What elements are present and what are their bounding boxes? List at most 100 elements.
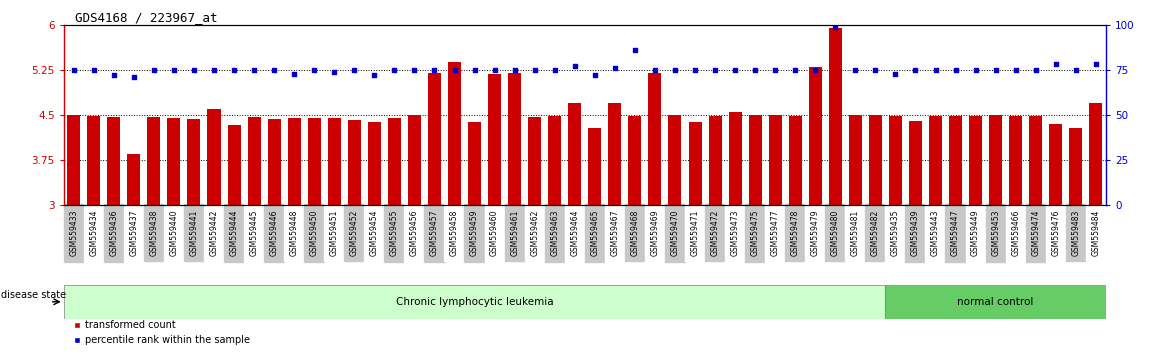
- Bar: [886, 285, 1106, 319]
- Bar: [849, 115, 862, 205]
- Legend: transformed count, percentile rank within the sample: transformed count, percentile rank withi…: [68, 316, 254, 349]
- Bar: [188, 119, 200, 205]
- Point: [545, 67, 564, 73]
- Bar: [668, 115, 682, 205]
- Point: [646, 67, 665, 73]
- Point: [907, 67, 925, 73]
- Bar: [689, 122, 702, 205]
- Bar: [267, 119, 280, 205]
- Point: [466, 67, 484, 73]
- Bar: [748, 115, 762, 205]
- Text: normal control: normal control: [958, 297, 1034, 307]
- Bar: [929, 116, 943, 205]
- Bar: [127, 154, 140, 205]
- Bar: [709, 116, 721, 205]
- Bar: [64, 285, 886, 319]
- Bar: [1049, 124, 1062, 205]
- Point: [765, 67, 784, 73]
- Bar: [408, 115, 422, 205]
- Text: Chronic lymphocytic leukemia: Chronic lymphocytic leukemia: [396, 297, 554, 307]
- Bar: [368, 122, 381, 205]
- Point: [244, 67, 263, 73]
- Bar: [448, 62, 461, 205]
- Bar: [248, 117, 261, 205]
- Point: [1067, 67, 1085, 73]
- Bar: [608, 103, 622, 205]
- Bar: [1029, 116, 1042, 205]
- Bar: [67, 115, 80, 205]
- Point: [225, 67, 243, 73]
- Bar: [989, 115, 1002, 205]
- Bar: [969, 116, 982, 205]
- Point: [386, 67, 404, 73]
- Bar: [728, 112, 741, 205]
- Bar: [909, 121, 922, 205]
- Bar: [108, 117, 120, 205]
- Bar: [569, 103, 581, 205]
- Text: GDS4168 / 223967_at: GDS4168 / 223967_at: [75, 11, 218, 24]
- Point: [425, 67, 444, 73]
- Point: [606, 65, 624, 71]
- Bar: [528, 118, 541, 205]
- Point: [886, 71, 904, 76]
- Point: [125, 74, 144, 80]
- Point: [265, 67, 284, 73]
- Point: [85, 67, 103, 73]
- Point: [866, 67, 885, 73]
- Bar: [548, 116, 562, 205]
- Point: [104, 73, 123, 78]
- Point: [485, 67, 504, 73]
- Bar: [488, 74, 501, 205]
- Point: [365, 73, 383, 78]
- Bar: [227, 125, 241, 205]
- Point: [746, 67, 764, 73]
- Point: [586, 73, 604, 78]
- Bar: [868, 115, 882, 205]
- Bar: [347, 120, 361, 205]
- Bar: [950, 116, 962, 205]
- Point: [625, 47, 644, 53]
- Point: [1047, 62, 1065, 67]
- Point: [205, 67, 223, 73]
- Point: [145, 67, 163, 73]
- Bar: [648, 73, 661, 205]
- Point: [325, 69, 344, 75]
- Bar: [1009, 116, 1023, 205]
- Bar: [147, 117, 161, 205]
- Bar: [829, 28, 842, 205]
- Bar: [308, 118, 321, 205]
- Point: [806, 67, 824, 73]
- Point: [826, 24, 844, 29]
- Bar: [508, 73, 521, 205]
- Point: [65, 67, 83, 73]
- Point: [686, 67, 704, 73]
- Point: [966, 67, 984, 73]
- Bar: [428, 73, 441, 205]
- Point: [526, 67, 544, 73]
- Point: [726, 67, 745, 73]
- Point: [786, 67, 805, 73]
- Point: [666, 67, 684, 73]
- Point: [946, 67, 965, 73]
- Bar: [388, 118, 401, 205]
- Bar: [808, 67, 822, 205]
- Bar: [168, 118, 181, 205]
- Bar: [468, 122, 481, 205]
- Point: [565, 63, 584, 69]
- Bar: [769, 115, 782, 205]
- Point: [987, 67, 1005, 73]
- Point: [1026, 67, 1045, 73]
- Point: [705, 67, 725, 73]
- Point: [505, 67, 523, 73]
- Point: [926, 67, 945, 73]
- Bar: [207, 109, 220, 205]
- Bar: [789, 116, 801, 205]
- Point: [1006, 67, 1025, 73]
- Bar: [889, 116, 902, 205]
- Bar: [629, 116, 642, 205]
- Point: [285, 71, 303, 76]
- Point: [345, 67, 364, 73]
- Point: [305, 67, 323, 73]
- Point: [184, 67, 204, 73]
- Bar: [1090, 103, 1102, 205]
